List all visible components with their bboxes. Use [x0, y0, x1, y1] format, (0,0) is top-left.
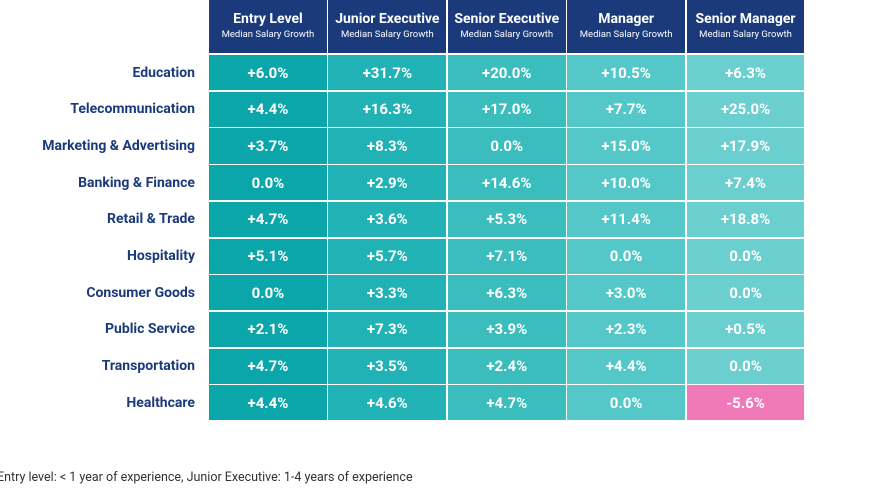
value-cell: +20.0%	[447, 55, 566, 91]
value-cell: +5.3%	[447, 201, 566, 237]
value-cell: +5.1%	[209, 238, 327, 274]
column-header: Junior Executive Median Salary Growth	[328, 0, 447, 53]
value-cell: +0.5%	[686, 311, 805, 348]
value-cell: +4.6%	[328, 385, 447, 421]
row-label: Banking & Finance	[78, 174, 195, 191]
value-cell: +2.9%	[328, 165, 447, 201]
column-title: Senior Executive	[454, 11, 560, 27]
column-subtitle: Median Salary Growth	[340, 29, 434, 40]
value-cell: +11.4%	[567, 201, 686, 237]
row-label: Hospitality	[127, 248, 195, 265]
column-title: Senior Manager	[695, 11, 796, 27]
column-subtitle: Median Salary Growth	[460, 29, 554, 40]
value-cell: +31.7%	[328, 55, 447, 91]
value-cell: +2.1%	[209, 311, 327, 348]
column-title: Junior Executive	[335, 11, 440, 27]
row-label: Transportation	[101, 358, 195, 375]
value-cell: +18.8%	[686, 201, 805, 237]
value-cell: +7.3%	[328, 311, 447, 348]
footnote: Entry level: < 1 year of experience, Jun…	[0, 470, 413, 485]
value-cell: -5.6%	[686, 385, 805, 421]
value-cell: +7.4%	[686, 165, 805, 201]
value-cell: 0.0%	[686, 275, 805, 311]
value-cell: +14.6%	[447, 165, 566, 201]
value-cell: +7.7%	[567, 91, 686, 127]
value-cell: +4.4%	[209, 385, 327, 421]
column-title: Entry Level	[233, 11, 303, 27]
row-label: Consumer Goods	[86, 284, 195, 301]
value-cell: +2.4%	[447, 348, 566, 384]
value-cell: 0.0%	[209, 275, 327, 311]
value-cell: 0.0%	[686, 348, 805, 384]
row-label: Retail & Trade	[106, 211, 195, 228]
value-cell: +3.5%	[328, 348, 447, 384]
value-cell: +3.7%	[209, 128, 327, 164]
column-header: Manager Median Salary Growth	[567, 0, 686, 53]
value-cell: +17.9%	[686, 128, 805, 164]
value-cell: +3.6%	[328, 201, 447, 237]
value-cell: +5.7%	[328, 238, 447, 274]
value-cell: +6.3%	[686, 55, 805, 91]
value-cell: +15.0%	[567, 128, 686, 164]
value-cell: 0.0%	[686, 238, 805, 274]
value-cell: +10.0%	[567, 165, 686, 201]
value-cell: +4.7%	[209, 348, 327, 384]
column-subtitle: Median Salary Growth	[579, 29, 673, 40]
column-title: Manager	[598, 11, 655, 27]
value-cell: 0.0%	[447, 128, 566, 164]
column-header: Senior Manager Median Salary Growth	[686, 0, 805, 53]
column-subtitle: Median Salary Growth	[699, 29, 792, 40]
row-label: Marketing & Advertising	[42, 137, 195, 154]
value-cell: +3.0%	[567, 275, 686, 311]
value-cell: +17.0%	[447, 91, 566, 127]
value-cell: +4.7%	[447, 385, 566, 421]
value-cell: +4.4%	[209, 91, 327, 127]
row-label: Telecommunication	[70, 101, 195, 118]
value-cell: +4.7%	[209, 201, 327, 237]
value-cell: 0.0%	[209, 165, 327, 201]
value-cell: +16.3%	[328, 91, 447, 127]
value-cell: +6.0%	[209, 55, 327, 91]
column-subtitle: Median Salary Growth	[221, 29, 315, 40]
value-cell: +25.0%	[686, 91, 805, 127]
value-cell: +2.3%	[567, 311, 686, 348]
value-cell: +4.4%	[567, 348, 686, 384]
value-cell: +6.3%	[447, 275, 566, 311]
row-label: Public Service	[104, 321, 195, 338]
value-cell: +8.3%	[328, 128, 447, 164]
value-cell: 0.0%	[567, 238, 686, 274]
value-cell: +3.9%	[447, 311, 566, 348]
value-cell: +3.3%	[328, 275, 447, 311]
value-cell: +10.5%	[567, 55, 686, 91]
row-label: Healthcare	[126, 394, 195, 411]
column-header: Senior Executive Median Salary Growth	[447, 0, 566, 53]
value-cell: +7.1%	[447, 238, 566, 274]
column-header: Entry Level Median Salary Growth	[209, 0, 327, 53]
row-label: Education	[132, 64, 195, 81]
value-cell: 0.0%	[567, 385, 686, 421]
